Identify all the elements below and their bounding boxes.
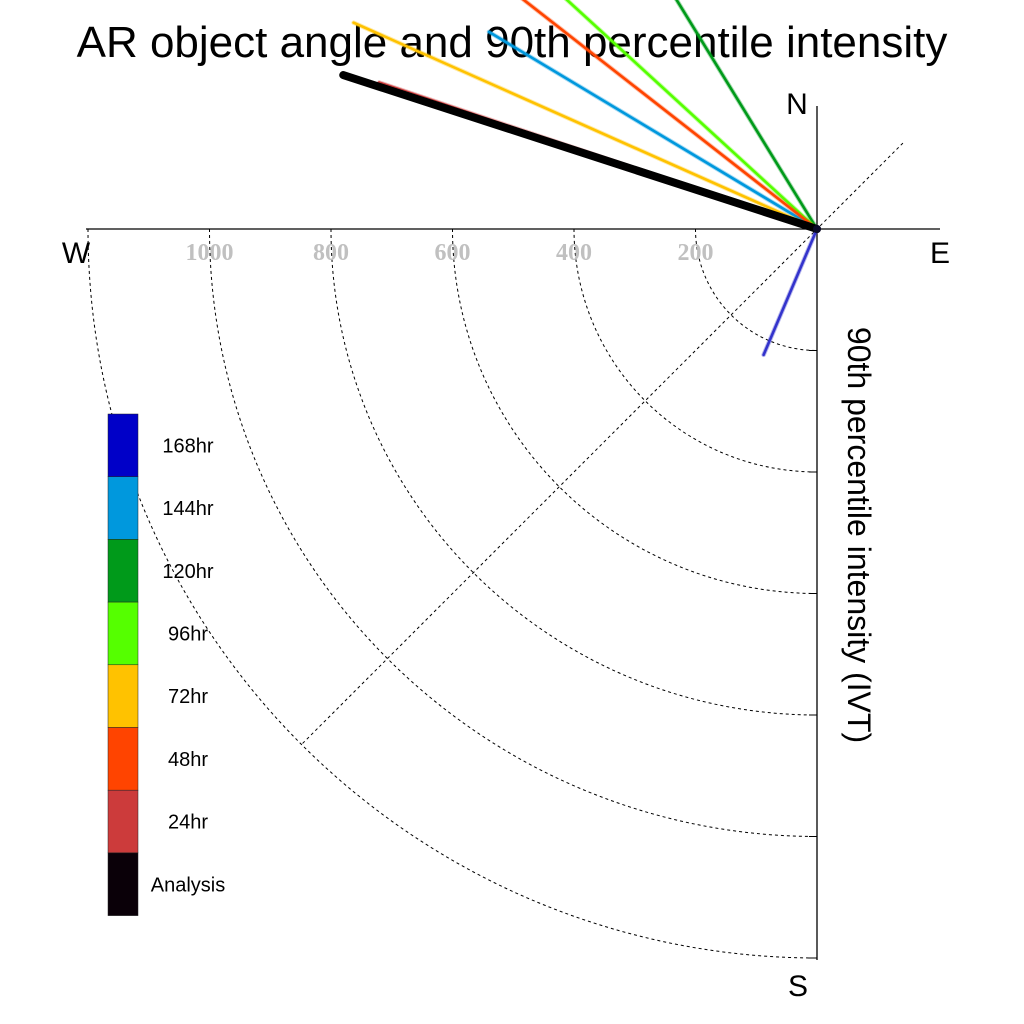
vector-72hr bbox=[352, 21, 819, 231]
chart-title: AR object angle and 90th percentile inte… bbox=[77, 18, 948, 67]
grid-arc bbox=[573, 228, 818, 473]
radial-tick-label: 1000 bbox=[186, 240, 234, 266]
vector-144hr bbox=[487, 30, 819, 231]
radial-tick-label: 400 bbox=[556, 240, 592, 266]
legend-swatch-48hr bbox=[107, 727, 139, 791]
radial-axis-title: 90th percentile intensity (IVT) bbox=[841, 327, 877, 743]
vector-48hr bbox=[521, 0, 819, 231]
compass-axes bbox=[86, 106, 940, 960]
legend-swatch-72hr bbox=[107, 664, 139, 728]
radial-tick-labels: 1000 800 600 400 200 bbox=[186, 240, 714, 266]
grid-arc bbox=[695, 228, 818, 351]
radial-tick-label: 600 bbox=[435, 240, 471, 266]
legend-label-120hr: 120hr bbox=[162, 561, 213, 583]
legend-label-24hr: 24hr bbox=[168, 812, 208, 834]
legend: 168hr 144hr 120hr 96hr 72hr 48hr 24hr Analysis bbox=[107, 413, 225, 916]
legend-swatch-168hr bbox=[107, 413, 139, 477]
polar-grid bbox=[87, 142, 904, 959]
legend-swatch-96hr bbox=[107, 601, 139, 666]
origin-point bbox=[813, 225, 821, 233]
series-vectors bbox=[339, 0, 821, 358]
diagonal-guide bbox=[301, 142, 904, 745]
compass-west-label: W bbox=[62, 237, 91, 270]
vector-96hr bbox=[565, 0, 819, 231]
legend-label-analysis: Analysis bbox=[151, 874, 225, 896]
compass-south-label: S bbox=[788, 970, 808, 1003]
grid-arc bbox=[452, 228, 818, 594]
vector-analysis bbox=[340, 72, 820, 232]
legend-label-144hr: 144hr bbox=[162, 498, 213, 520]
legend-label-48hr: 48hr bbox=[168, 749, 208, 771]
legend-swatch-144hr bbox=[107, 476, 139, 540]
legend-label-96hr: 96hr bbox=[168, 623, 208, 645]
compass-north-label: N bbox=[786, 88, 808, 121]
legend-label-72hr: 72hr bbox=[168, 686, 208, 708]
vector-168hr bbox=[762, 227, 819, 357]
legend-swatch-analysis bbox=[107, 852, 139, 916]
vector-120hr bbox=[675, 0, 819, 231]
legend-label-168hr: 168hr bbox=[162, 435, 213, 457]
grid-arc bbox=[87, 228, 818, 959]
legend-swatch-24hr bbox=[107, 789, 139, 854]
grid-arc bbox=[209, 228, 818, 837]
grid-arc bbox=[330, 228, 818, 716]
compass-east-label: E bbox=[930, 237, 950, 270]
radial-tick-label: 800 bbox=[313, 240, 349, 266]
legend-swatch-120hr bbox=[107, 539, 139, 603]
radial-tick-label: 200 bbox=[678, 240, 714, 266]
